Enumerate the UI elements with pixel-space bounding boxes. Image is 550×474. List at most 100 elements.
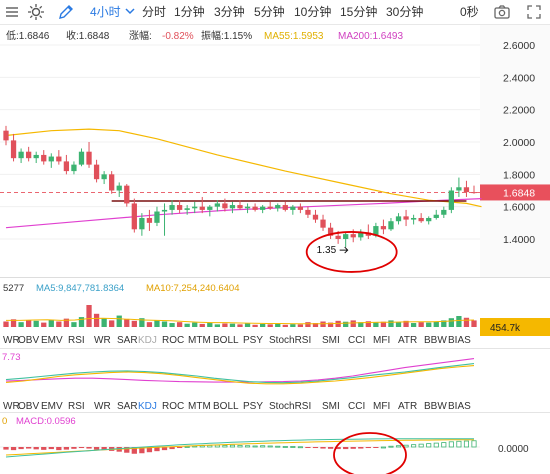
volume-bar [305, 322, 311, 327]
candle-body [139, 217, 145, 230]
indicator-tab-cci[interactable]: CCI [348, 335, 365, 346]
interval-tab-6[interactable]: 30分钟 [386, 5, 424, 19]
price-tick-label: 1.4000 [503, 234, 535, 246]
candle [388, 217, 394, 231]
macd-hist-bar [86, 447, 92, 449]
candle [358, 229, 364, 241]
indicator-tab-wr[interactable]: WR [94, 335, 111, 346]
indicator-tab-stochrsi[interactable]: StochRSI [269, 335, 311, 346]
macd-hist-bar [124, 447, 130, 453]
indicator-tab-kdj[interactable]: KDJ [138, 401, 157, 412]
price-tick-label: 2.6000 [503, 40, 535, 52]
indicator-tab-boll[interactable]: BOLL [213, 335, 239, 346]
macd-hist-bar [327, 447, 334, 449]
macd-zero-label: 0.0000 [498, 444, 529, 455]
volume-bar [131, 320, 137, 327]
indicator-tab-roc[interactable]: ROC [162, 335, 184, 346]
indicator-tab-bias[interactable]: BIAS [448, 401, 471, 412]
candle-body [101, 174, 107, 180]
indicator-tab-obv[interactable]: OBV [18, 401, 39, 412]
candle [41, 150, 47, 165]
interval-tab-0[interactable]: 分时 [142, 5, 167, 19]
volume-bar [388, 320, 394, 327]
candle [244, 203, 251, 214]
macd-hist-bar [365, 447, 371, 449]
indicator-tab-wr[interactable]: WR [3, 335, 20, 346]
indicator-tab-wr[interactable]: WR [3, 401, 20, 412]
candle [33, 151, 39, 164]
indicator-tab-emv[interactable]: EMV [41, 401, 63, 412]
volume-bar [71, 322, 77, 327]
indicator-tab-psy[interactable]: PSY [243, 401, 263, 412]
volume-bar [214, 324, 220, 327]
info-change-label: 涨幅: [129, 29, 152, 42]
chevron-down-icon[interactable] [124, 4, 136, 18]
menu-icon[interactable] [2, 2, 22, 22]
indicator-tab-obv[interactable]: OBV [18, 335, 39, 346]
indicator-tab-psy[interactable]: PSY [243, 335, 263, 346]
volume-bar [275, 323, 281, 327]
indicator-tab-bias[interactable]: BIAS [448, 335, 471, 346]
fullscreen-icon[interactable] [524, 2, 544, 22]
indicator-tab-bbw[interactable]: BBW [424, 401, 447, 412]
macd-hist-bar [33, 447, 39, 450]
indicator-tab-bbw[interactable]: BBW [424, 335, 447, 346]
candle [10, 133, 17, 162]
camera-icon[interactable] [492, 2, 512, 22]
macd-hist-bar [471, 440, 477, 448]
indicator-tab-mtm[interactable]: MTM [188, 335, 211, 346]
macd-hist-bar [48, 447, 54, 450]
volume-bar [267, 324, 273, 327]
sun-icon[interactable] [26, 2, 46, 22]
interval-tab-5[interactable]: 15分钟 [340, 5, 378, 19]
indicator-tab-atr[interactable]: ATR [398, 401, 417, 412]
candle-body [154, 211, 160, 223]
candle-body [312, 214, 319, 220]
candle [116, 182, 122, 197]
macd-hist-bar [154, 447, 160, 452]
interval-tab-2[interactable]: 3分钟 [214, 5, 245, 19]
indicator-tab-emv[interactable]: EMV [41, 335, 63, 346]
indicator-tab-roc[interactable]: ROC [162, 401, 184, 412]
indicator-tab-rsi[interactable]: RSI [68, 401, 85, 412]
macd-hist-bar [282, 446, 288, 448]
indicator-tab-rsi[interactable]: RSI [68, 335, 85, 346]
indicator-tab-wr[interactable]: WR [94, 401, 111, 412]
indicator-tab-stochrsi[interactable]: StochRSI [269, 401, 311, 412]
interval-tab-4[interactable]: 10分钟 [294, 5, 332, 19]
indicator-tab-boll[interactable]: BOLL [213, 401, 239, 412]
indicator-tab-mtm[interactable]: MTM [188, 401, 211, 412]
candle [312, 209, 319, 223]
interval-tab-3[interactable]: 5分钟 [254, 5, 285, 19]
indicator-tab-mfi[interactable]: MFI [373, 335, 390, 346]
volume-bar [192, 322, 198, 327]
macd-hist-bar [290, 446, 296, 448]
indicator-tab-kdj[interactable]: KDJ [138, 335, 157, 346]
candle [403, 209, 409, 227]
indicator-tab-sar[interactable]: SAR [117, 335, 138, 346]
annotation-circle [333, 432, 407, 474]
interval-selected[interactable]: 4小时 [90, 5, 121, 19]
macd-hist-bar [380, 446, 386, 449]
indicator-tab-smi[interactable]: SMI [322, 335, 340, 346]
indicator-tab-sar[interactable]: SAR [117, 401, 138, 412]
volume-bar [10, 319, 17, 327]
indicator-tab-mfi[interactable]: MFI [373, 401, 390, 412]
candle-body [161, 209, 168, 212]
current-price-tag [480, 184, 550, 201]
pencil-icon[interactable] [56, 2, 76, 22]
volume-bar [327, 322, 334, 327]
candle-body [267, 206, 273, 209]
indicator-tab-smi[interactable]: SMI [322, 401, 340, 412]
interval-tab-1[interactable]: 1分钟 [174, 5, 205, 19]
volume-bar [93, 313, 100, 327]
indicator-tab-cci[interactable]: CCI [348, 401, 365, 412]
volume-bar [252, 324, 258, 327]
candle-body [116, 185, 122, 191]
price-axis[interactable] [480, 24, 550, 277]
price-pane[interactable] [0, 24, 480, 277]
macd-hist-bar [411, 444, 417, 448]
indicator-tab-atr[interactable]: ATR [398, 335, 417, 346]
candle [146, 209, 153, 231]
candle [222, 198, 228, 212]
